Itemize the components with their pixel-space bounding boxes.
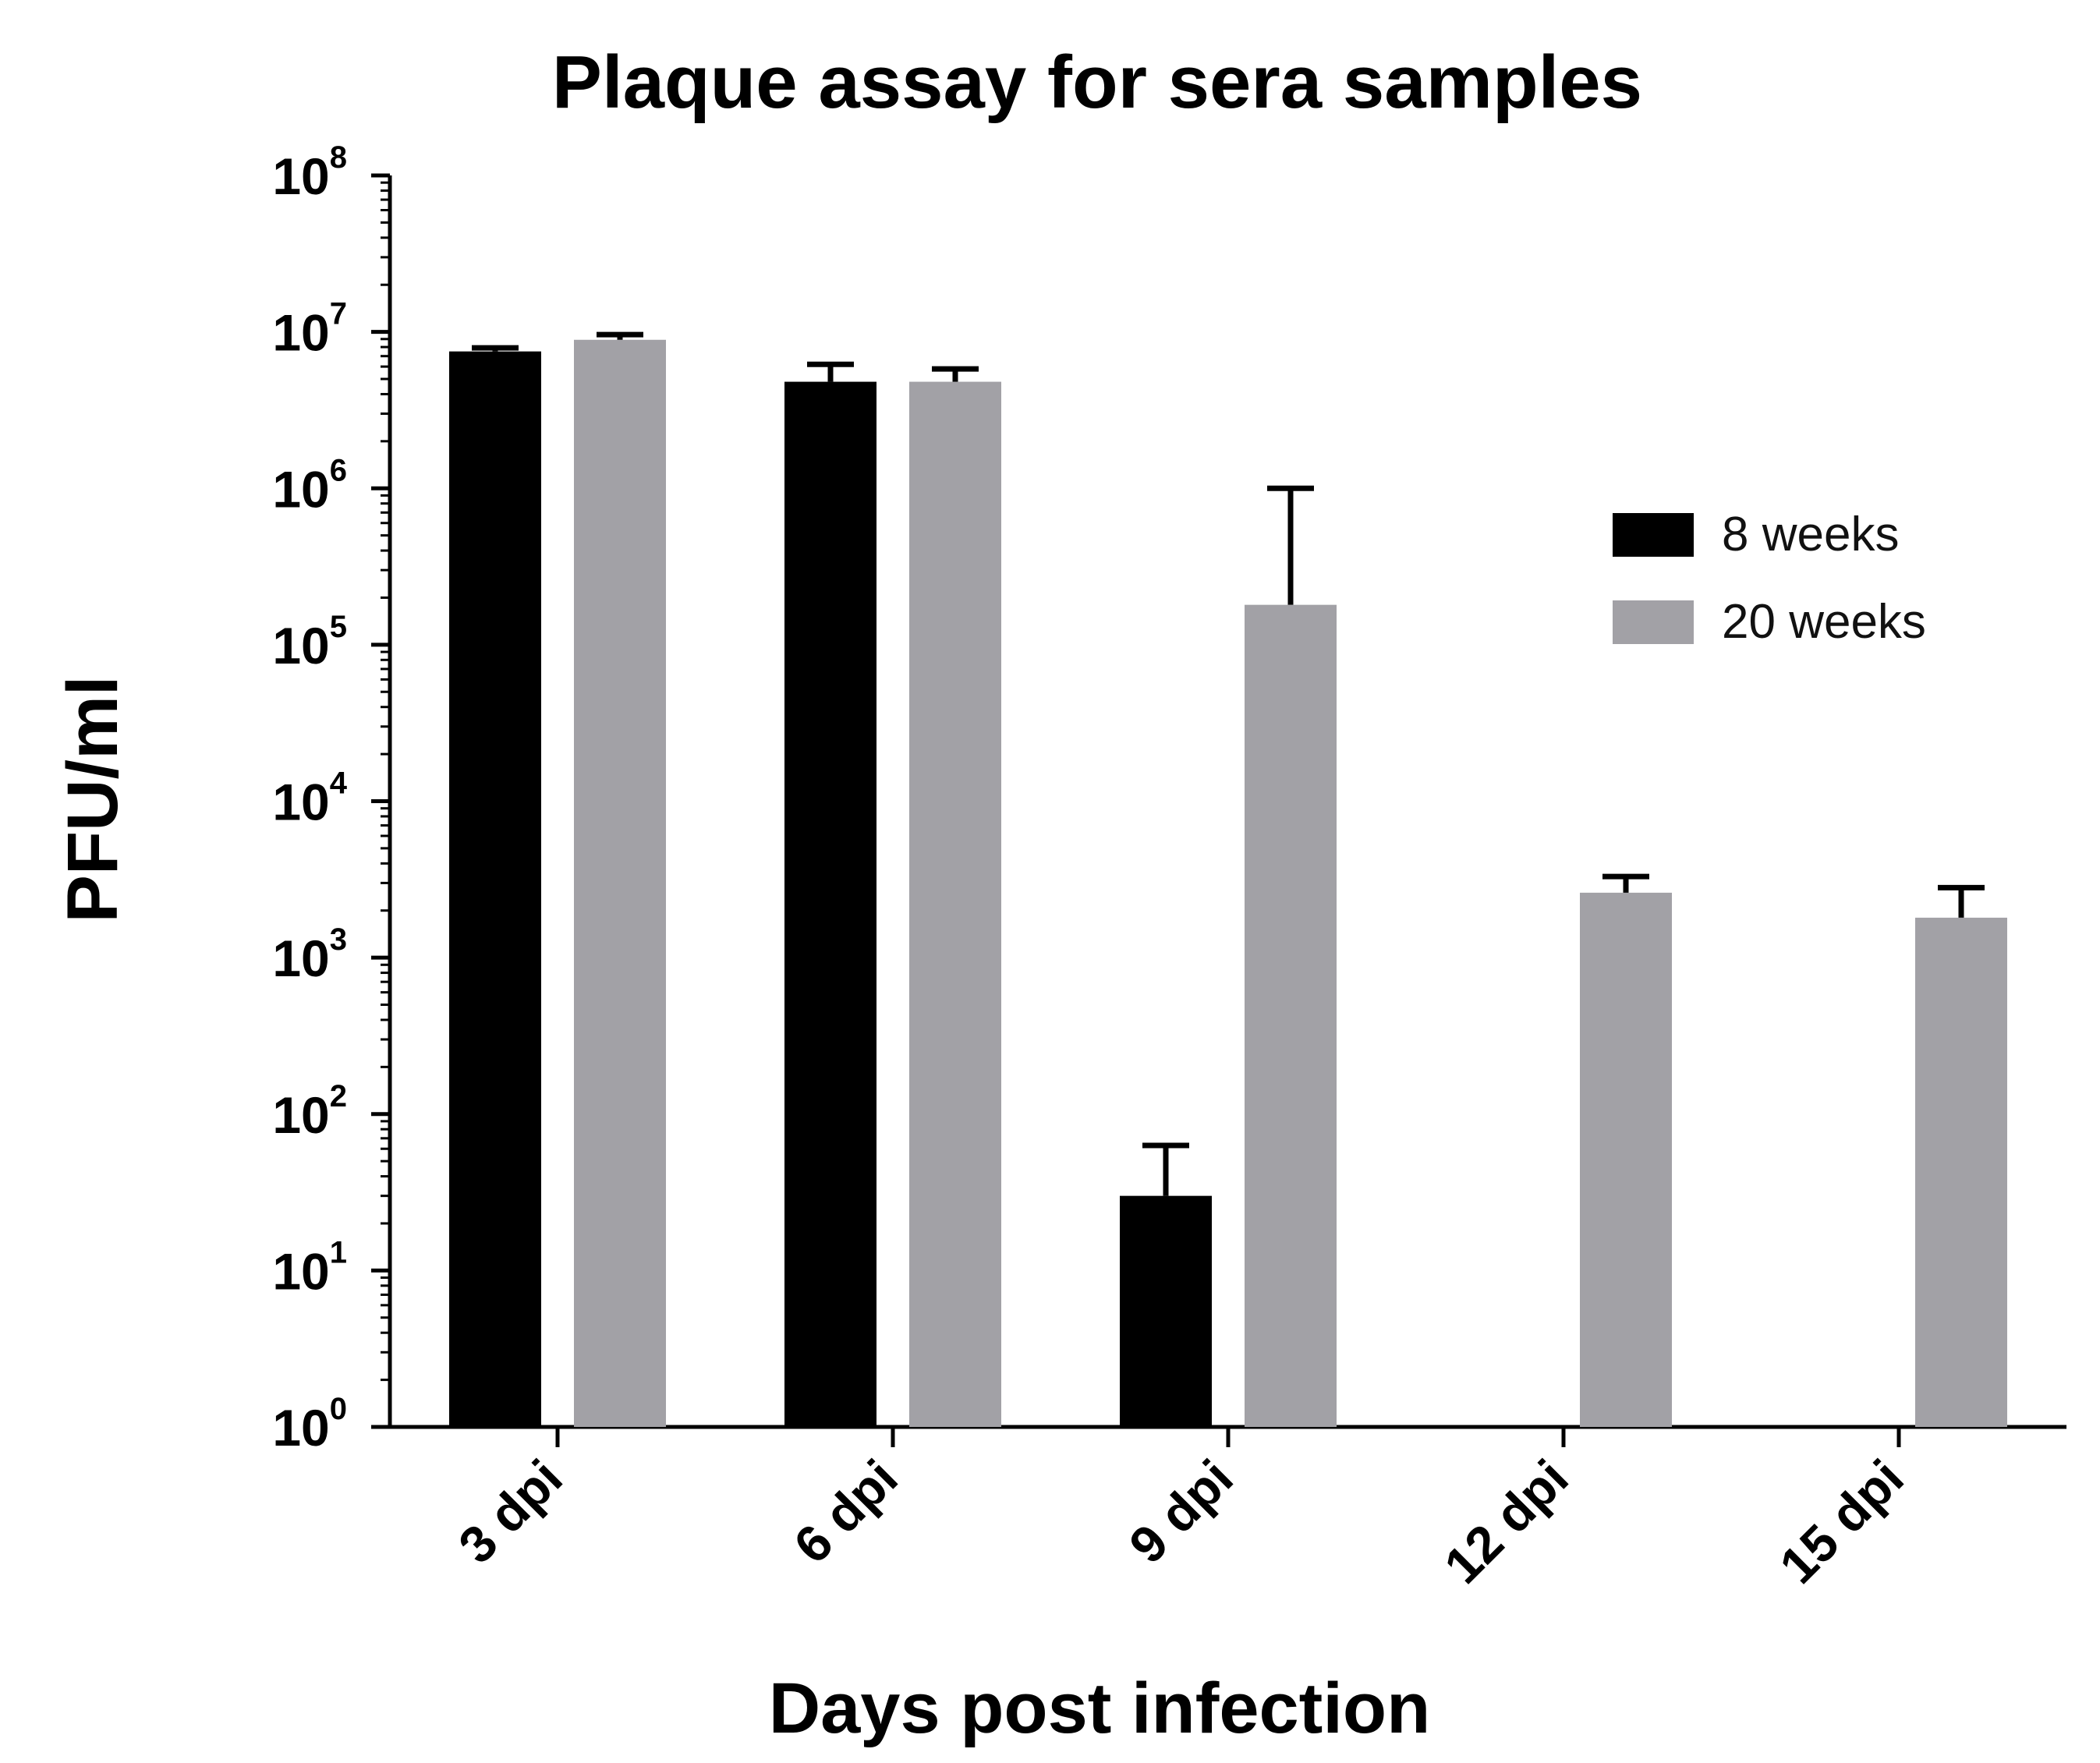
x-tick-label: 9 dpi [1118,1449,1244,1574]
legend-swatch [1613,513,1694,557]
bar [1915,917,2007,1427]
x-tick-label: 6 dpi [783,1449,908,1574]
legend-swatch [1613,600,1694,644]
x-tick-label: 12 dpi [1433,1449,1579,1595]
bar [449,351,541,1428]
bar [1245,604,1337,1428]
bar [1120,1195,1212,1427]
plot-area: 100 101 102 103 104 105 106 107 108 3 dpi 6 dpi 9 d… [272,140,2066,1595]
bar [909,381,1001,1428]
x-tick-label: 3 dpi [448,1449,573,1574]
y-tick-label: 102 [272,1079,347,1144]
y-tick-label: 105 [272,610,347,674]
legend: 8 weeks 20 weeks [1613,508,1926,649]
legend-label: 8 weeks [1722,508,1899,561]
y-tick-label: 107 [272,297,347,362]
y-tick-label: 106 [272,453,347,518]
x-axis-label: Days post infection [769,1669,1431,1748]
chart-title: Plaque assay for sera samples [552,41,1642,124]
y-tick-label: 103 [272,922,347,987]
x-tick-label: 15 dpi [1769,1449,1914,1595]
bar [784,381,876,1428]
y-tick-label: 101 [272,1235,347,1300]
y-axis-label: PFU/ml [53,676,133,923]
y-tick-label: 100 [272,1392,347,1457]
bar [574,339,666,1428]
y-tick-label: 108 [272,140,347,205]
y-tick-label: 104 [272,766,347,831]
legend-label: 20 weeks [1722,595,1926,649]
bar [1580,892,1672,1427]
